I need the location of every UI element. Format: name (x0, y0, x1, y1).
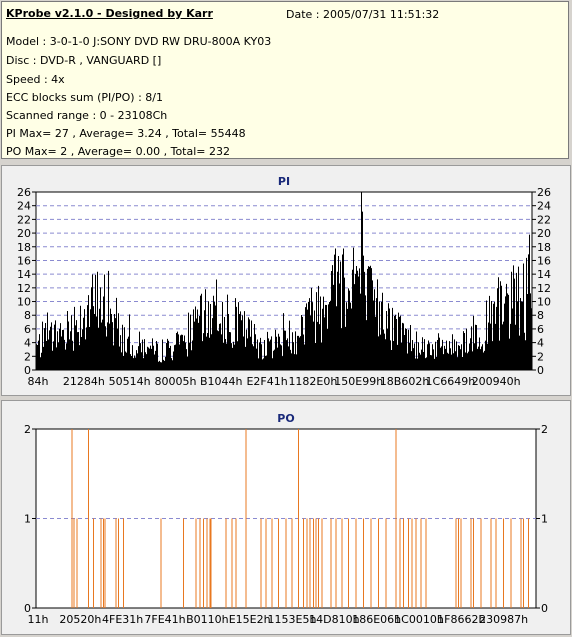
range-line: Scanned range : 0 - 23108Ch (6, 109, 168, 122)
x-tick-label: 200940h (472, 375, 521, 388)
x-tick-label: 1C6649h (426, 375, 476, 388)
y-tick-label-right: 14 (537, 268, 551, 281)
y-tick-label-left: 2 (24, 423, 31, 436)
y-tick-label-left: 0 (24, 602, 31, 615)
po-chart-panel: PO 0 0 1 1 2 2 11h 20520h 4FE31h 7FE41h B0110h E15E2… (1, 400, 571, 635)
y-tick-label-left: 12 (17, 282, 31, 295)
y-tick-label-left: 20 (17, 227, 31, 240)
model-line: Model : 3-0-1-0 J:SONY DVD RW DRU-800A K… (6, 35, 272, 48)
x-tick-label: 1182E0h (288, 375, 337, 388)
x-tick-label: 50514h (109, 375, 151, 388)
pi-chart-panel: PI 0 0 2 2 4 4 6 6 8 8 10 10 12 12 14 14 16 16 18 18 20 20 22 22… (1, 165, 571, 396)
x-tick-label: 84h (28, 375, 49, 388)
y-tick-label-left: 26 (17, 186, 31, 199)
y-tick-label-right: 16 (537, 254, 551, 267)
y-tick-label-left: 14 (17, 268, 31, 281)
chart-title: PI (278, 175, 290, 188)
x-tick-label: 186E06h (352, 613, 401, 626)
x-tick-label: 20520h (59, 613, 101, 626)
y-tick-label-right: 0 (537, 364, 544, 377)
y-tick-label-right: 24 (537, 200, 551, 213)
y-tick-label-left: 0 (24, 364, 31, 377)
y-tick-label-right: 2 (541, 423, 548, 436)
y-tick-label-left: 4 (24, 337, 31, 350)
x-tick-label: 1153E5h (268, 613, 317, 626)
pi-summary-line: PI Max= 27 , Average= 3.24 , Total= 5544… (6, 127, 246, 140)
x-tick-label: 80005h (154, 375, 196, 388)
x-tick-label: B0110h (186, 613, 229, 626)
x-tick-label: B1044h (200, 375, 243, 388)
x-tick-label: E2F41h (246, 375, 287, 388)
y-tick-label-right: 8 (537, 309, 544, 322)
series-po (71, 429, 529, 608)
y-tick-label-left: 24 (17, 200, 31, 213)
y-tick-label-right: 22 (537, 213, 551, 226)
po-chart: PO 0 0 1 1 2 2 11h 20520h 4FE31h 7FE41h B0110h E15E2… (24, 412, 548, 626)
y-tick-label-left: 8 (24, 309, 31, 322)
x-tick-label: 1F8662h (437, 613, 485, 626)
y-tick-label-right: 2 (537, 350, 544, 363)
y-tick-label-right: 6 (537, 323, 544, 336)
x-tick-label: 7FE41h (144, 613, 185, 626)
x-tick-label: 11h (28, 613, 49, 626)
y-tick-label-right: 26 (537, 186, 551, 199)
y-tick-label-right: 20 (537, 227, 551, 240)
x-tick-label: 21284h (63, 375, 105, 388)
y-tick-label-right: 4 (537, 337, 544, 350)
x-tick-label: E15E2h (229, 613, 271, 626)
y-tick-label-right: 10 (537, 296, 551, 309)
y-tick-label-left: 10 (17, 296, 31, 309)
y-tick-label-left: 1 (24, 513, 31, 526)
x-tick-label: 14D810h (309, 613, 359, 626)
y-tick-label-right: 1 (541, 513, 548, 526)
x-tick-label: 1C0010h (394, 613, 444, 626)
app-title: KProbe v2.1.0 - Designed by Karr (6, 7, 213, 20)
y-tick-label-right: 18 (537, 241, 551, 254)
ecc-line: ECC blocks sum (PI/PO) : 8/1 (6, 91, 163, 104)
y-tick-label-left: 18 (17, 241, 31, 254)
x-tick-label: 150E99h (334, 375, 383, 388)
scan-date: Date : 2005/07/31 11:51:32 (286, 8, 440, 21)
y-tick-label-right: 12 (537, 282, 551, 295)
info-panel: KProbe v2.1.0 - Designed by Karr Date : … (1, 1, 569, 159)
y-tick-label-left: 16 (17, 254, 31, 267)
x-tick-label: 4FE31h (102, 613, 143, 626)
disc-line: Disc : DVD-R , VANGUARD [] (6, 54, 162, 67)
speed-line: Speed : 4x (6, 73, 65, 86)
y-tick-label-left: 6 (24, 323, 31, 336)
x-tick-label: 18B602h (380, 375, 430, 388)
y-tick-label-left: 2 (24, 350, 31, 363)
y-tick-label-right: 0 (541, 602, 548, 615)
x-tick-label: 230987h (479, 613, 528, 626)
y-tick-label-left: 22 (17, 213, 31, 226)
chart-title: PO (277, 412, 294, 425)
series-pi (36, 192, 532, 370)
po-summary-line: PO Max= 2 , Average= 0.00 , Total= 232 (6, 145, 230, 158)
